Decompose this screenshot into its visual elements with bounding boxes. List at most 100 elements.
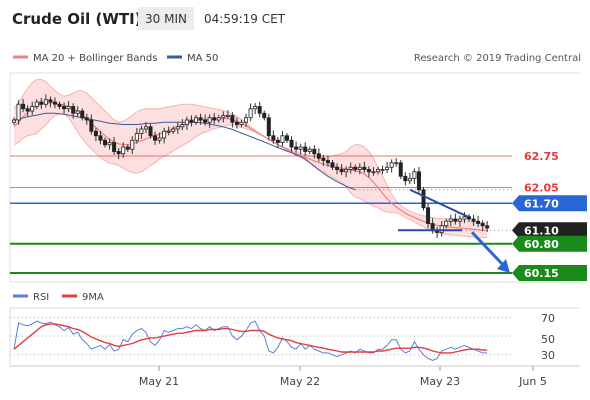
timeframe-badge[interactable] bbox=[138, 7, 194, 30]
candle bbox=[421, 187, 426, 211]
x-label-may21: May 21 bbox=[139, 375, 179, 388]
candle-body bbox=[453, 218, 458, 222]
candle-body bbox=[230, 115, 235, 123]
candle-body bbox=[121, 146, 126, 155]
candle bbox=[275, 136, 280, 148]
rsi-line bbox=[13, 320, 488, 361]
candle bbox=[189, 115, 194, 127]
candle-body bbox=[52, 101, 57, 105]
candle bbox=[357, 163, 362, 175]
level-value-62.05: 62.05 bbox=[524, 182, 559, 195]
candle bbox=[125, 144, 130, 152]
candle bbox=[16, 100, 21, 125]
candle-body bbox=[225, 115, 230, 117]
candle-body bbox=[84, 117, 89, 121]
candle bbox=[139, 125, 144, 139]
candle bbox=[298, 143, 303, 155]
candle-body bbox=[30, 106, 35, 112]
candle-body bbox=[103, 139, 108, 146]
candle bbox=[134, 128, 139, 144]
candle bbox=[262, 110, 267, 121]
candle-body bbox=[316, 153, 321, 159]
candle bbox=[403, 172, 408, 186]
level-badge-61.70 bbox=[512, 195, 587, 212]
header: Crude Oil (WTI) 30 MIN 04:59:19 CET bbox=[12, 7, 286, 30]
instrument-title: Crude Oil (WTI) bbox=[12, 10, 142, 28]
candle bbox=[171, 126, 176, 134]
candle bbox=[253, 103, 258, 115]
candle-body bbox=[439, 225, 444, 233]
resistance-trendline bbox=[409, 188, 469, 218]
candle bbox=[107, 138, 112, 150]
candle bbox=[385, 161, 390, 173]
candle bbox=[116, 148, 121, 160]
candle bbox=[375, 166, 380, 175]
candle bbox=[203, 114, 208, 126]
candle-body bbox=[362, 166, 367, 170]
candle bbox=[157, 132, 162, 144]
candle bbox=[416, 167, 421, 194]
candle bbox=[353, 164, 358, 173]
candle bbox=[394, 158, 399, 167]
candle-body bbox=[339, 169, 344, 173]
candle bbox=[448, 214, 453, 226]
candle bbox=[316, 148, 321, 162]
candle bbox=[212, 113, 217, 125]
candle-body bbox=[193, 117, 198, 123]
candle-body bbox=[385, 166, 390, 170]
candle-body bbox=[298, 146, 303, 150]
candle bbox=[244, 113, 249, 127]
candle-body bbox=[466, 216, 471, 220]
candle bbox=[193, 115, 198, 125]
level-badge-60.80 bbox=[512, 235, 587, 252]
candle bbox=[476, 215, 481, 227]
candle-body bbox=[11, 119, 16, 123]
candle bbox=[294, 141, 299, 153]
candle-body bbox=[25, 108, 30, 112]
candle-body bbox=[212, 117, 217, 121]
candle bbox=[330, 160, 335, 170]
candle-body bbox=[62, 106, 67, 110]
candle-body bbox=[271, 135, 276, 141]
ma50-line bbox=[13, 112, 356, 191]
candle-body bbox=[321, 157, 326, 161]
candle-body bbox=[344, 169, 349, 173]
legend-label-9ma: 9MA bbox=[82, 292, 104, 303]
x-label-may22: May 22 bbox=[280, 375, 320, 388]
candle-body bbox=[262, 112, 267, 119]
legend-label-ma20: MA 20 + Bollinger Bands bbox=[33, 53, 157, 64]
candle bbox=[84, 113, 89, 125]
candle-body bbox=[375, 169, 380, 173]
candle bbox=[153, 131, 158, 145]
candle-body bbox=[57, 103, 62, 107]
x-label-may23: May 23 bbox=[420, 375, 460, 388]
candle bbox=[380, 165, 385, 175]
candle bbox=[453, 213, 458, 225]
candle bbox=[234, 117, 239, 129]
candle bbox=[339, 164, 344, 176]
candle-body bbox=[353, 166, 358, 170]
candle bbox=[130, 136, 135, 154]
candle bbox=[471, 214, 476, 226]
candle bbox=[371, 167, 376, 176]
level-label-60.80: 60.80 bbox=[512, 235, 587, 252]
candle bbox=[11, 117, 16, 125]
candle-body bbox=[198, 117, 203, 121]
candle bbox=[480, 220, 485, 232]
candle-body bbox=[303, 146, 308, 152]
candle bbox=[75, 106, 80, 118]
candle bbox=[30, 101, 35, 116]
candle bbox=[143, 122, 148, 134]
candle-body bbox=[275, 139, 280, 143]
candle bbox=[112, 137, 117, 155]
candle bbox=[485, 221, 490, 233]
candle-body bbox=[216, 117, 221, 121]
candle-body bbox=[266, 117, 271, 137]
candle bbox=[307, 146, 312, 155]
level-label-62.75: 62.75 bbox=[524, 150, 559, 163]
candle bbox=[266, 113, 271, 141]
rsi-tick-70: 70 bbox=[541, 312, 555, 325]
candle bbox=[89, 114, 94, 135]
candle-body bbox=[444, 220, 449, 227]
candle bbox=[62, 102, 67, 114]
